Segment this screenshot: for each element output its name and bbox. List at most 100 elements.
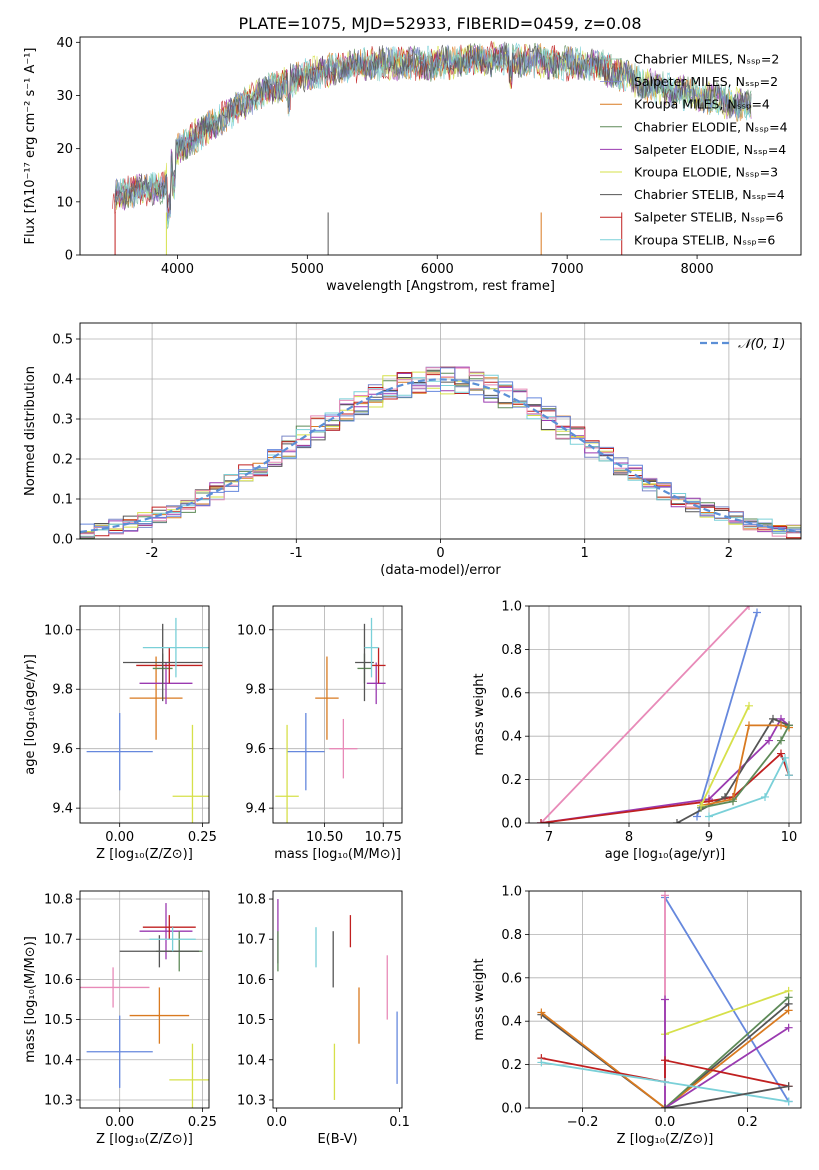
mass-weight-line [664,999,790,1108]
y-tick-label: 0.5 [52,333,73,348]
mass-weight-line [708,755,790,818]
y-axis-label: age [log₁₀(age/yr)] [23,654,38,775]
mass-weight-line [664,897,790,1102]
legend-label: Salpeter ELODIE, Nₛₛₚ=4 [634,142,786,157]
plus-marker [769,714,777,723]
y-tick-label: 0.3 [52,413,73,428]
plus-marker [745,606,753,610]
legend-label: Salpeter MILES, Nₛₛₚ=2 [634,74,778,89]
y-tick-label: 10.8 [237,893,266,908]
panel-mass-vs-EBV: 0.0 0.1 10.3 10.4 10.5 10.6 10.7 10.8 E(B-V) [237,890,410,1147]
axes-frame [272,890,403,1109]
y-tick-label: 0.2 [501,773,522,788]
plus-marker [777,721,785,730]
legend-label: 𝒩(0, 1) [738,337,785,352]
x-tick-label: 0.25 [188,1115,217,1130]
panel-residuals: -2 -1 0 1 2 0.0 0.1 0.2 0.3 0.4 0.5 (data-model)/er… [23,322,802,578]
y-tick-label: 0.2 [501,1058,522,1073]
plot-area [112,40,752,255]
plot-area [80,606,209,823]
plot-area [80,891,209,1108]
y-tick-label: 9.6 [52,742,73,757]
x-tick-label: 2 [725,546,733,561]
axes-frame [79,605,210,824]
y-axis-label: mass weight [472,673,487,755]
plus-marker [785,771,793,780]
y-axis-label: Flux [fλ10⁻¹⁷ erg cm⁻² s⁻¹ A⁻¹] [23,48,38,245]
spectrum-line [114,43,752,221]
x-tick-label: -1 [290,546,303,561]
panel-age-vs-Z: 0.00 0.25 9.4 9.6 9.8 10.0 Z [log₁₀(Z/Z⊙)] age … [23,605,217,862]
x-tick-label: 7 [545,830,553,845]
x-tick-label: 8000 [681,262,714,277]
y-tick-label: 10.5 [44,1013,73,1028]
x-axis-label: age [log₁₀(age/yr)] [605,847,726,862]
legend: Chabrier MILES, Nₛₛₚ=2 Salpeter MILES, Nₛ… [600,52,788,247]
y-tick-label: 30 [56,89,73,104]
plus-marker [661,995,669,1004]
axes-frame [272,605,403,824]
plus-marker [537,1008,546,1017]
plus-marker [777,736,785,745]
x-tick-label: 8 [625,830,633,845]
plot-area [80,323,801,539]
plot-area [529,606,801,823]
y-tick-label: 0.0 [501,1102,522,1117]
spectrum-line [114,41,752,211]
y-tick-label: 9.6 [245,742,266,757]
x-tick-label: 6000 [421,262,454,277]
plus-marker [765,736,773,745]
mass-weight-line [700,724,790,809]
plus-marker [537,819,545,823]
x-tick-label: 0.0 [266,1115,287,1130]
axes-frame [528,890,802,1109]
y-tick-label: 0.0 [501,817,522,832]
legend-label: Kroupa MILES, Nₛₛₚ=4 [634,97,770,112]
y-tick-label: 10.0 [237,623,266,638]
legend-label: Salpeter STELIB, Nₛₛₚ=6 [634,210,784,225]
y-tick-label: 10.6 [237,973,266,988]
plus-marker [784,993,793,1002]
x-tick-label: 0 [436,546,444,561]
plus-marker [761,792,769,801]
mass-weight-line [540,1003,790,1108]
y-tick-label: 10.7 [237,933,266,948]
panel-mass-weight-vs-age: 7 8 9 10 0.0 0.2 0.4 0.6 0.8 1.0 age [log₁₀(age/yr… [472,600,802,862]
x-tick-label: 4000 [161,262,194,277]
y-tick-label: 9.4 [245,802,266,817]
legend-label: Chabrier MILES, Nₛₛₚ=2 [634,52,779,67]
y-tick-label: 0.0 [52,533,73,548]
plus-marker [661,891,669,900]
legend-label: Kroupa STELIB, Nₛₛₚ=6 [634,232,775,247]
plus-marker [697,801,705,810]
y-tick-label: 40 [56,36,73,51]
legend-label: Chabrier ELODIE, Nₛₛₚ=4 [634,119,788,134]
plus-marker [745,701,753,710]
mass-weight-line [540,1009,790,1108]
x-axis-label: mass [log₁₀(M/M⊙)] [274,847,401,862]
panel-spectrum: 4000 5000 6000 7000 8000 0 10 20 30 40 wavelength … [23,36,802,294]
x-tick-label: 0.00 [105,1115,134,1130]
x-tick-label: 0.2 [737,1115,758,1130]
plus-marker [785,721,793,730]
x-tick-label: 0.25 [188,830,217,845]
y-tick-label: 0.2 [52,453,73,468]
mass-weight-line [664,1085,789,1108]
y-axis-label: Normed distribution [23,366,38,496]
x-tick-label: 0.0 [655,1115,676,1130]
axes-frame [528,605,802,824]
figure-title: PLATE=1075, MJD=52933, FIBERID=0459, z=0… [238,14,641,33]
x-tick-label: 0.00 [105,830,134,845]
y-tick-label: 10.5 [237,1013,266,1028]
x-tick-label: 9 [705,830,713,845]
y-tick-label: 0.6 [501,971,522,986]
mass-weight-line [700,705,750,806]
y-tick-label: 10.8 [44,893,73,908]
plus-marker [745,721,753,730]
plus-marker [777,749,785,758]
plus-marker [784,1082,793,1091]
plot-area [273,606,402,823]
x-tick-label: 10.50 [306,830,343,845]
plus-marker [784,1097,793,1106]
y-tick-label: 10.0 [44,623,73,638]
